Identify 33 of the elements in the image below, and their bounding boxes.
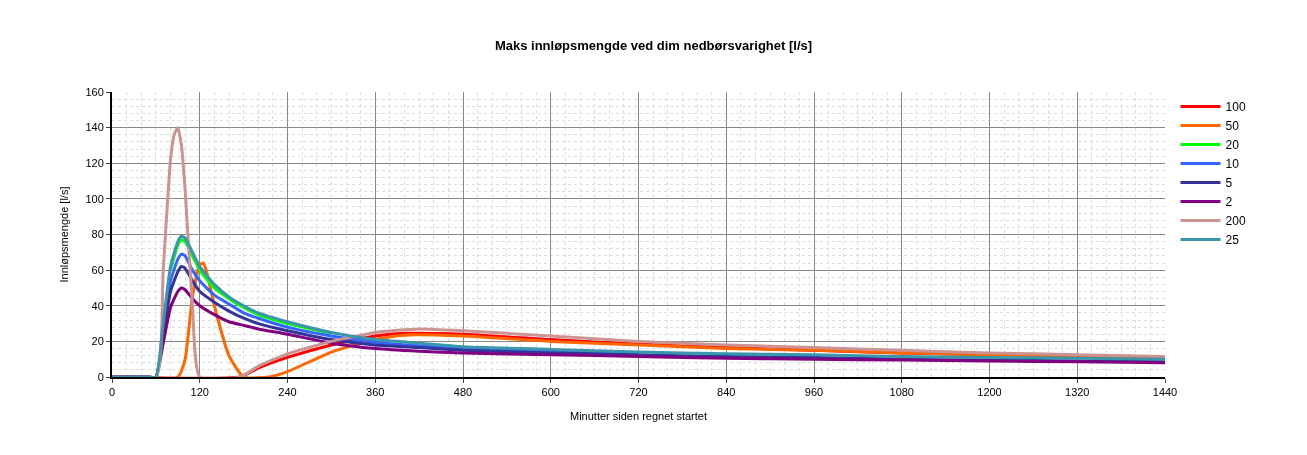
y-tick-label: 160 — [85, 85, 104, 98]
chart-title: Maks innløpsmengde ved dim nedbørsvarighet [l/s] — [494, 38, 813, 54]
legend-label: 50 — [1225, 119, 1240, 134]
x-tick-label: 1080 — [889, 386, 914, 399]
y-tick-label: 140 — [85, 121, 104, 134]
y-axis-title: Innløpsmengde [l/s] — [57, 186, 70, 283]
y-tick-label: 120 — [85, 157, 104, 170]
y-tick-label: 100 — [85, 192, 104, 205]
y-tick-label: 80 — [91, 228, 104, 241]
legend-label: 20 — [1225, 138, 1240, 153]
x-tick-label: 240 — [278, 386, 297, 399]
y-tick-label: 40 — [91, 299, 104, 312]
y-tick-label: 0 — [97, 370, 104, 383]
x-tick-label: 480 — [453, 386, 473, 399]
legend-label: 200 — [1225, 214, 1246, 229]
x-tick-label: 720 — [629, 386, 648, 399]
x-tick-label: 600 — [541, 386, 560, 399]
x-tick-label: 360 — [366, 386, 385, 399]
x-tick-label: 0 — [108, 386, 116, 399]
x-tick-label: 1200 — [977, 386, 1002, 399]
x-tick-label: 1440 — [1152, 386, 1178, 399]
y-tick-label: 20 — [91, 335, 104, 348]
legend-label: 2 — [1225, 195, 1233, 210]
x-tick-label: 960 — [804, 386, 824, 399]
x-tick-label: 1320 — [1065, 386, 1090, 399]
x-axis-title: Minutter siden regnet startet — [570, 409, 707, 422]
x-tick-label: 120 — [190, 386, 209, 399]
x-tick-label: 840 — [717, 386, 736, 399]
legend-label: 10 — [1225, 157, 1240, 172]
legend-label: 100 — [1225, 100, 1246, 115]
legend-label: 5 — [1225, 176, 1233, 191]
legend-label: 25 — [1225, 233, 1240, 248]
y-tick-label: 60 — [91, 263, 104, 276]
